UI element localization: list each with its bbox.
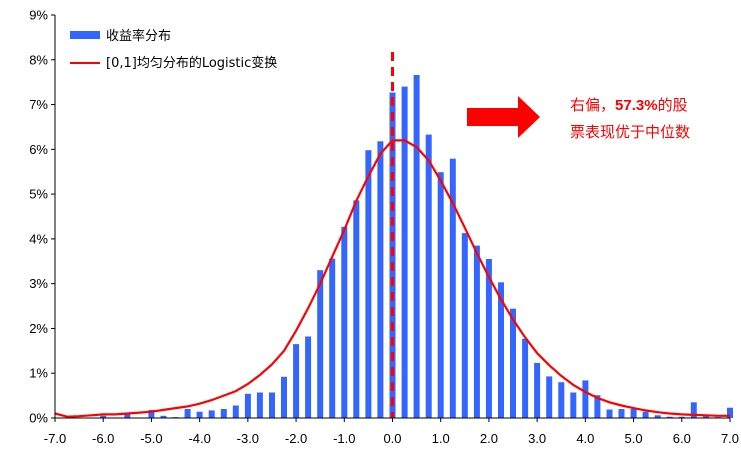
annotation-suffix: 的股 <box>658 96 688 114</box>
y-tick-label: 8% <box>29 52 48 67</box>
y-tick-label: 5% <box>29 187 48 202</box>
bar <box>377 141 384 419</box>
axes: 0% 1% 2% 3% 4% 5% 6% 7% 8% 9% -7.0 -6.0 -5.0 -4.0 -3.0… <box>29 8 739 447</box>
x-tick-label: -1.0 <box>333 431 355 446</box>
bar <box>329 258 336 418</box>
bar <box>293 344 300 418</box>
bar <box>449 158 456 418</box>
bar <box>510 308 516 418</box>
curve-series <box>54 139 730 418</box>
bar <box>654 415 661 418</box>
bar <box>401 86 408 418</box>
annotation-value: 57.3% <box>615 97 658 114</box>
bar <box>485 259 492 418</box>
y-tick-label: 0% <box>29 411 48 426</box>
bar <box>256 392 263 418</box>
x-tick-label: 4.0 <box>576 431 594 446</box>
bar <box>678 416 685 418</box>
bar <box>365 150 372 418</box>
bar <box>642 411 649 418</box>
bar <box>690 402 697 418</box>
legend-bar-swatch <box>70 31 100 39</box>
y-tick-label: 3% <box>29 276 48 291</box>
x-tick-label: -3.0 <box>237 431 259 446</box>
bar <box>522 338 529 418</box>
x-tick-label: 5.0 <box>625 431 643 446</box>
bar <box>124 413 131 418</box>
x-tick-label: -5.0 <box>140 431 162 446</box>
bar <box>582 380 589 418</box>
bar <box>534 362 541 418</box>
annotation-line-1: 右偏，57.3%的股 <box>570 96 688 114</box>
bar <box>244 393 251 418</box>
bar <box>341 226 348 418</box>
x-tick-label: -6.0 <box>92 431 114 446</box>
y-tick-label: 2% <box>29 321 48 336</box>
bar <box>425 134 432 418</box>
bar <box>498 282 504 418</box>
bar <box>666 416 673 418</box>
y-tick-label: 7% <box>29 97 48 112</box>
annotation-line-2: 票表现优于中位数 <box>570 123 690 141</box>
x-tick-label: -4.0 <box>188 431 210 446</box>
bar <box>546 376 553 418</box>
y-tick-label: 1% <box>29 366 48 381</box>
bar <box>305 336 312 418</box>
bar <box>461 233 468 418</box>
bar <box>269 392 275 418</box>
x-tick-label: 6.0 <box>673 431 691 446</box>
bar <box>208 410 215 418</box>
bar-series <box>100 75 733 419</box>
bar <box>413 75 420 418</box>
bar <box>220 409 227 418</box>
legend-line-label: [0,1]均匀分布的Logistic变换 <box>106 55 277 71</box>
x-tick-label: -7.0 <box>44 431 66 446</box>
bar <box>630 409 637 418</box>
x-tick-label: 0.0 <box>383 431 401 446</box>
annotation-prefix: 右偏， <box>570 96 615 114</box>
bar <box>184 409 191 418</box>
right-arrow-icon <box>467 96 540 138</box>
bar <box>727 407 733 418</box>
x-tick-label: 2.0 <box>480 431 498 446</box>
x-tick-label: 3.0 <box>528 431 546 446</box>
bar <box>570 392 577 418</box>
y-tick-label: 4% <box>29 231 48 246</box>
y-tick-label: 6% <box>29 142 48 157</box>
bar <box>232 405 239 418</box>
bar <box>148 409 155 418</box>
x-tick-label: 1.0 <box>432 431 450 446</box>
bar <box>281 376 287 418</box>
bar <box>317 270 324 418</box>
annotation: 右偏，57.3%的股 票表现优于中位数 <box>467 96 690 141</box>
x-tick-label: -2.0 <box>285 431 307 446</box>
bar <box>437 172 444 418</box>
bar <box>618 409 625 418</box>
bar <box>160 415 167 418</box>
bar <box>473 245 480 418</box>
legend: 收益率分布 [0,1]均匀分布的Logistic变换 <box>70 28 277 71</box>
y-tick-label: 9% <box>29 8 48 23</box>
logistic-curve <box>54 139 730 418</box>
bar <box>594 395 601 418</box>
bar <box>353 200 360 418</box>
bar <box>196 411 203 418</box>
bar <box>100 415 107 418</box>
bar <box>558 382 565 418</box>
bar <box>606 409 613 418</box>
bar <box>702 416 709 418</box>
x-tick-label: 7.0 <box>721 431 739 446</box>
legend-bar-label: 收益率分布 <box>106 28 171 44</box>
